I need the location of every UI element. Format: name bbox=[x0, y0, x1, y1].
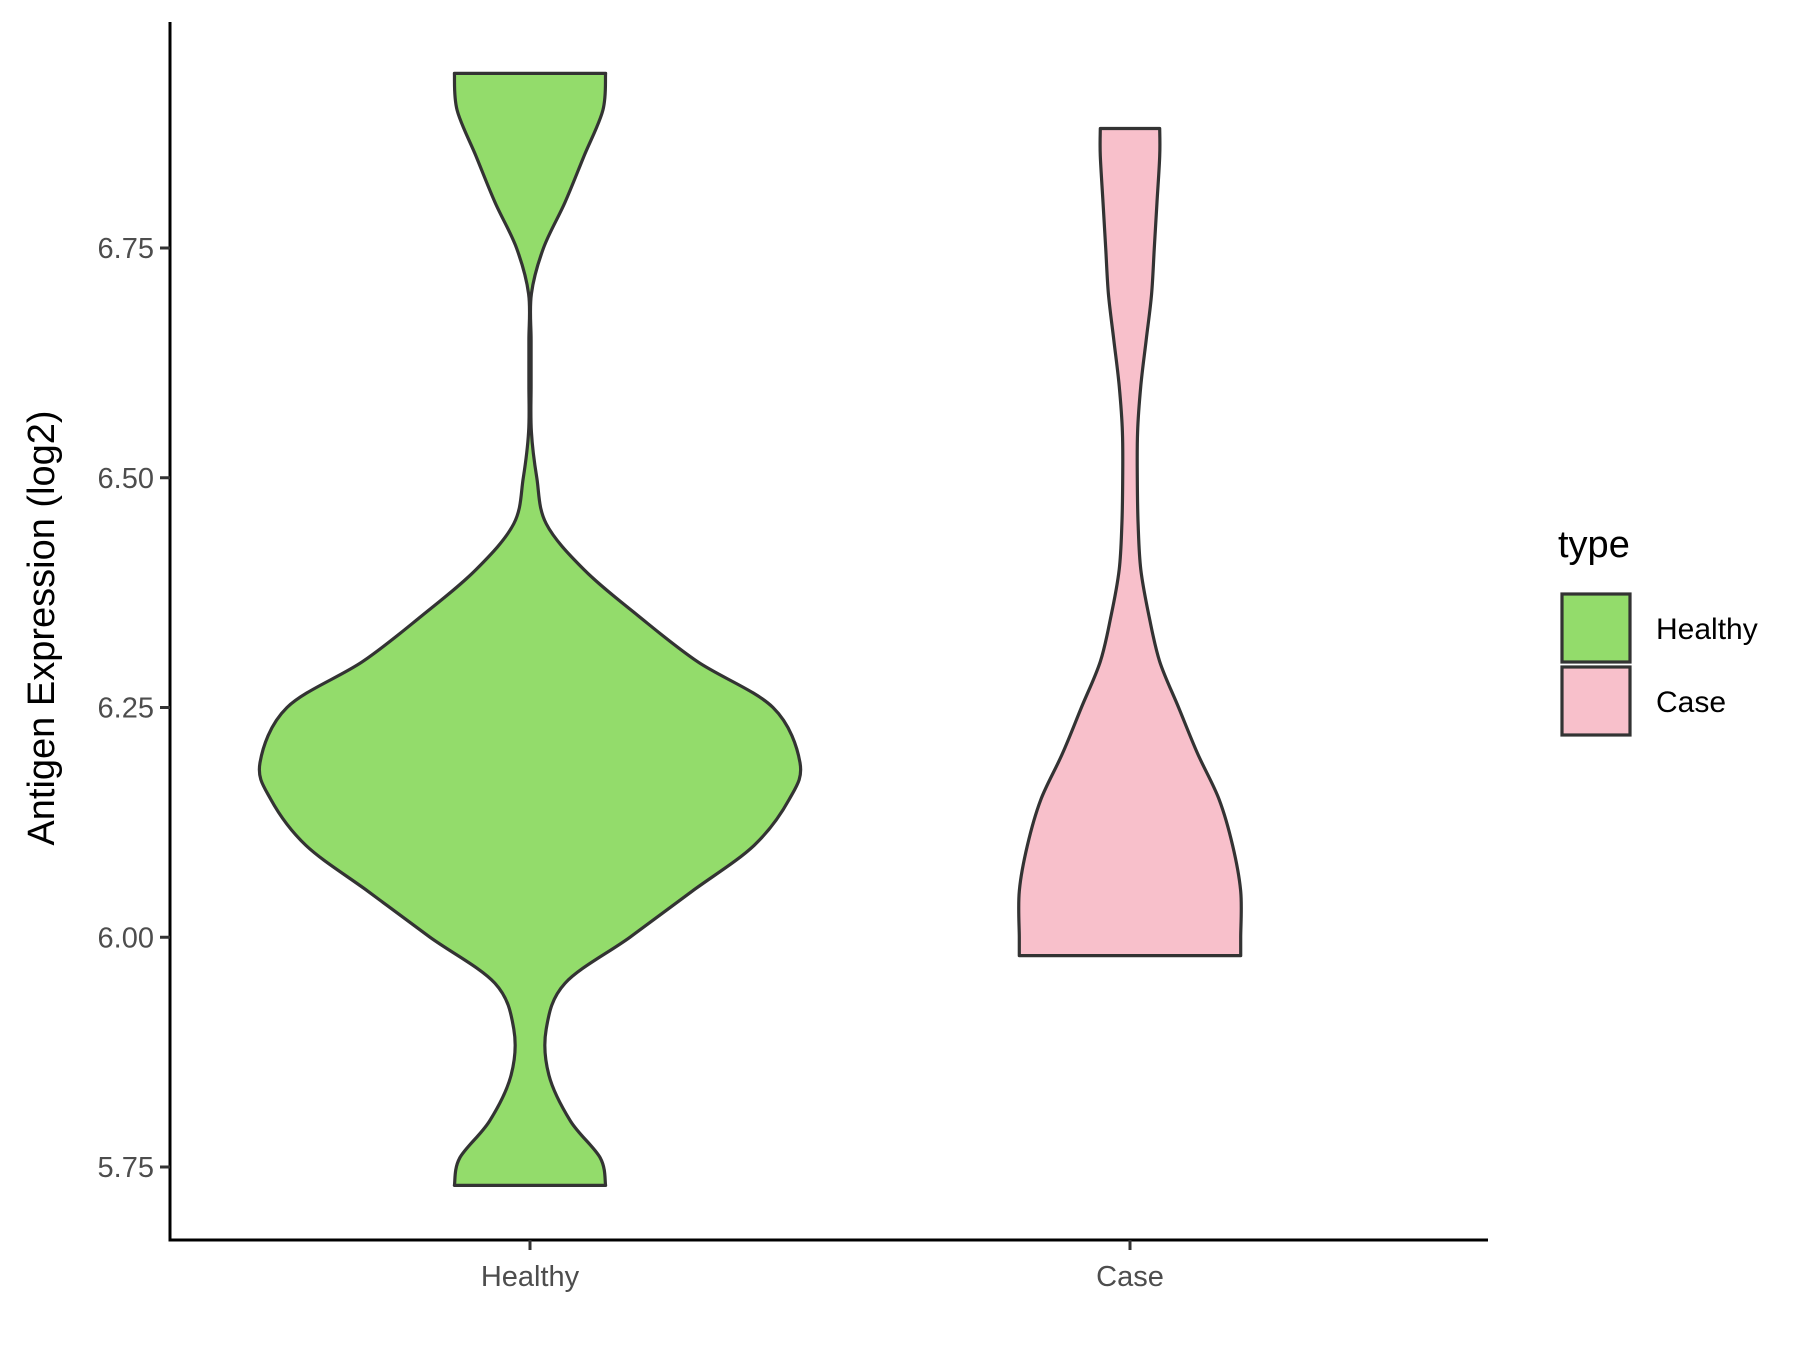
legend: type Healthy Case bbox=[1558, 524, 1758, 737]
y-tick-label: 6.50 bbox=[98, 463, 154, 495]
legend-entries: Healthy Case bbox=[1560, 592, 1758, 737]
legend-label-healthy: Healthy bbox=[1656, 613, 1758, 646]
legend-key-case bbox=[1560, 665, 1632, 737]
violin-layer bbox=[257, 71, 1243, 1187]
violin-case bbox=[1017, 126, 1243, 958]
x-tick-label: Healthy bbox=[481, 1261, 580, 1293]
x-tick-label: Case bbox=[1096, 1261, 1164, 1293]
legend-label-case: Case bbox=[1656, 686, 1726, 719]
legend-key-healthy bbox=[1560, 592, 1632, 664]
legend-title: type bbox=[1558, 524, 1630, 566]
y-axis-title: Antigen Expression (log2) bbox=[21, 410, 63, 845]
axes: 5.75 6.00 6.25 6.50 6.75 Healthy Case bbox=[98, 22, 1488, 1293]
y-tick-label: 5.75 bbox=[98, 1152, 154, 1184]
violin-healthy bbox=[257, 71, 803, 1187]
y-tick-label: 6.25 bbox=[98, 693, 154, 725]
y-tick-label: 6.00 bbox=[98, 922, 154, 954]
y-tick-label: 6.75 bbox=[98, 233, 154, 265]
